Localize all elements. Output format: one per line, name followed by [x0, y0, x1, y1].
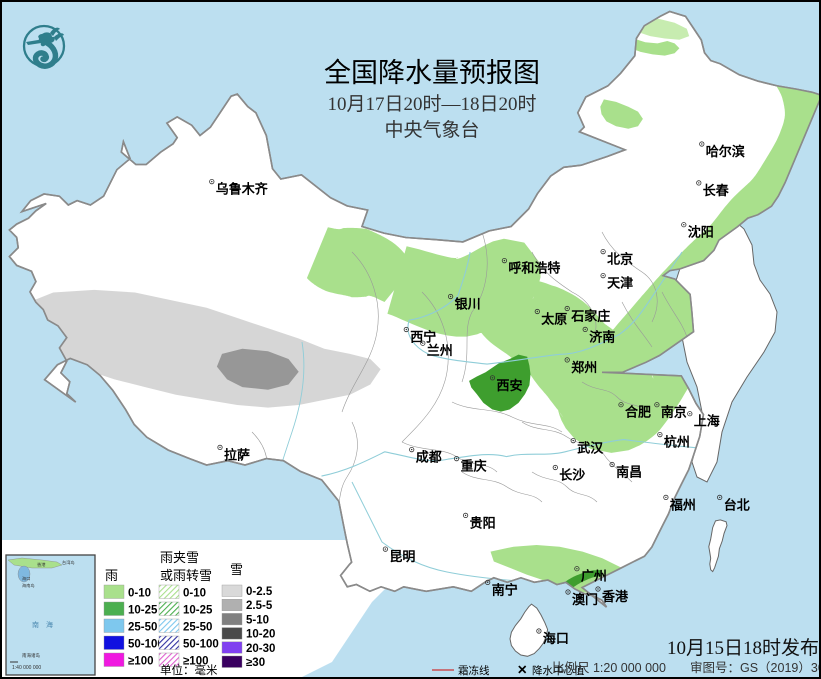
svg-text:审图号：GS（2019）3082号: 审图号：GS（2019）3082号 [690, 660, 819, 675]
svg-text:福州: 福州 [669, 497, 696, 512]
svg-text:银川: 银川 [455, 297, 481, 312]
svg-text:重庆: 重庆 [461, 459, 487, 474]
svg-text:南京: 南京 [661, 405, 687, 420]
svg-text:5-10: 5-10 [246, 614, 269, 626]
svg-text:贵阳: 贵阳 [470, 515, 496, 530]
svg-text:南宁: 南宁 [492, 582, 518, 597]
svg-text:香港: 香港 [37, 561, 46, 568]
svg-text:拉萨: 拉萨 [224, 447, 250, 462]
svg-text:✕: ✕ [517, 663, 527, 677]
svg-text:0-2.5: 0-2.5 [246, 586, 273, 598]
svg-text:霜冻线: 霜冻线 [458, 664, 490, 677]
svg-text:雪: 雪 [230, 562, 243, 577]
svg-text:雨夹雪: 雨夹雪 [160, 550, 199, 565]
svg-text:10-25: 10-25 [128, 605, 158, 617]
svg-text:中央气象台: 中央气象台 [384, 119, 479, 141]
svg-text:兰州: 兰州 [427, 343, 453, 358]
svg-text:澳门: 澳门 [572, 592, 598, 607]
svg-text:呼和浩特: 呼和浩特 [508, 261, 560, 276]
svg-text:全国降水量预报图: 全国降水量预报图 [324, 58, 540, 88]
svg-text:郑州: 郑州 [571, 360, 597, 375]
svg-text:10月17日20时—18日20时: 10月17日20时—18日20时 [327, 93, 536, 115]
svg-text:沈阳: 沈阳 [688, 225, 714, 240]
svg-text:25-50: 25-50 [128, 622, 157, 634]
svg-text:10-25: 10-25 [183, 605, 213, 617]
svg-text:或雨转雪: 或雨转雪 [160, 568, 212, 583]
svg-text:香港: 香港 [601, 589, 629, 604]
svg-text:2.5-5: 2.5-5 [246, 600, 273, 612]
svg-text:南昌: 南昌 [616, 465, 642, 480]
svg-text:南海诸岛: 南海诸岛 [22, 652, 40, 659]
svg-text:杭州: 杭州 [664, 435, 690, 450]
svg-text:雨: 雨 [105, 568, 118, 583]
svg-text:哈尔滨: 哈尔滨 [706, 144, 745, 159]
svg-text:上海: 上海 [694, 414, 720, 429]
svg-text:0-10: 0-10 [183, 588, 206, 600]
svg-text:单位：毫米: 单位：毫米 [160, 663, 218, 677]
svg-text:石家庄: 石家庄 [570, 309, 610, 324]
svg-text:≥30: ≥30 [246, 657, 265, 669]
svg-text:南 海: 南 海 [32, 620, 53, 629]
svg-text:≥100: ≥100 [128, 656, 154, 668]
svg-text:成都: 成都 [416, 450, 442, 465]
svg-text:乌鲁木齐: 乌鲁木齐 [216, 182, 269, 197]
svg-text:海南岛: 海南岛 [22, 582, 35, 589]
svg-text:海口: 海口 [543, 631, 569, 646]
svg-text:济南: 济南 [589, 329, 615, 344]
svg-text:北京: 北京 [607, 252, 633, 267]
svg-text:合肥: 合肥 [625, 405, 651, 420]
svg-text:50-100: 50-100 [183, 639, 219, 651]
svg-text:台北: 台北 [724, 497, 750, 512]
svg-text:昆明: 昆明 [389, 549, 415, 564]
svg-text:天津: 天津 [607, 276, 633, 291]
svg-text:海口: 海口 [22, 575, 30, 582]
svg-text:1:40 000 000: 1:40 000 000 [12, 665, 41, 671]
svg-text:比例尺 1:20 000 000: 比例尺 1:20 000 000 [552, 661, 666, 675]
svg-text:武汉: 武汉 [577, 441, 604, 456]
svg-text:10月15日18时发布: 10月15日18时发布 [667, 637, 819, 659]
svg-text:长沙: 长沙 [559, 468, 585, 483]
svg-text:台湾岛: 台湾岛 [62, 559, 75, 566]
svg-text:10-20: 10-20 [246, 629, 275, 641]
svg-text:50-100: 50-100 [128, 639, 164, 651]
svg-text:长春: 长春 [703, 183, 730, 198]
svg-text:0-10: 0-10 [128, 588, 151, 600]
svg-text:太原: 太原 [540, 312, 567, 327]
svg-text:25-50: 25-50 [183, 622, 212, 634]
svg-text:广州: 广州 [581, 569, 607, 584]
svg-text:西安: 西安 [497, 378, 523, 393]
svg-text:20-30: 20-30 [246, 643, 275, 655]
